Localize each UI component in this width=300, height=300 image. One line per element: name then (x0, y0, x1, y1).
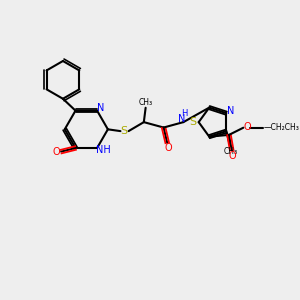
Text: N: N (97, 103, 104, 113)
Text: CH₃: CH₃ (224, 147, 238, 156)
Text: O: O (243, 122, 251, 132)
Text: S: S (121, 126, 128, 136)
Text: N: N (227, 106, 235, 116)
Text: CH₃: CH₃ (139, 98, 153, 107)
Text: —CH₂CH₃: —CH₂CH₃ (264, 123, 300, 132)
Text: H: H (181, 109, 188, 118)
Text: S: S (190, 117, 197, 127)
Text: NH: NH (96, 145, 111, 155)
Text: O: O (164, 143, 172, 153)
Text: O: O (229, 151, 236, 160)
Text: O: O (53, 147, 60, 157)
Text: N: N (178, 114, 185, 124)
